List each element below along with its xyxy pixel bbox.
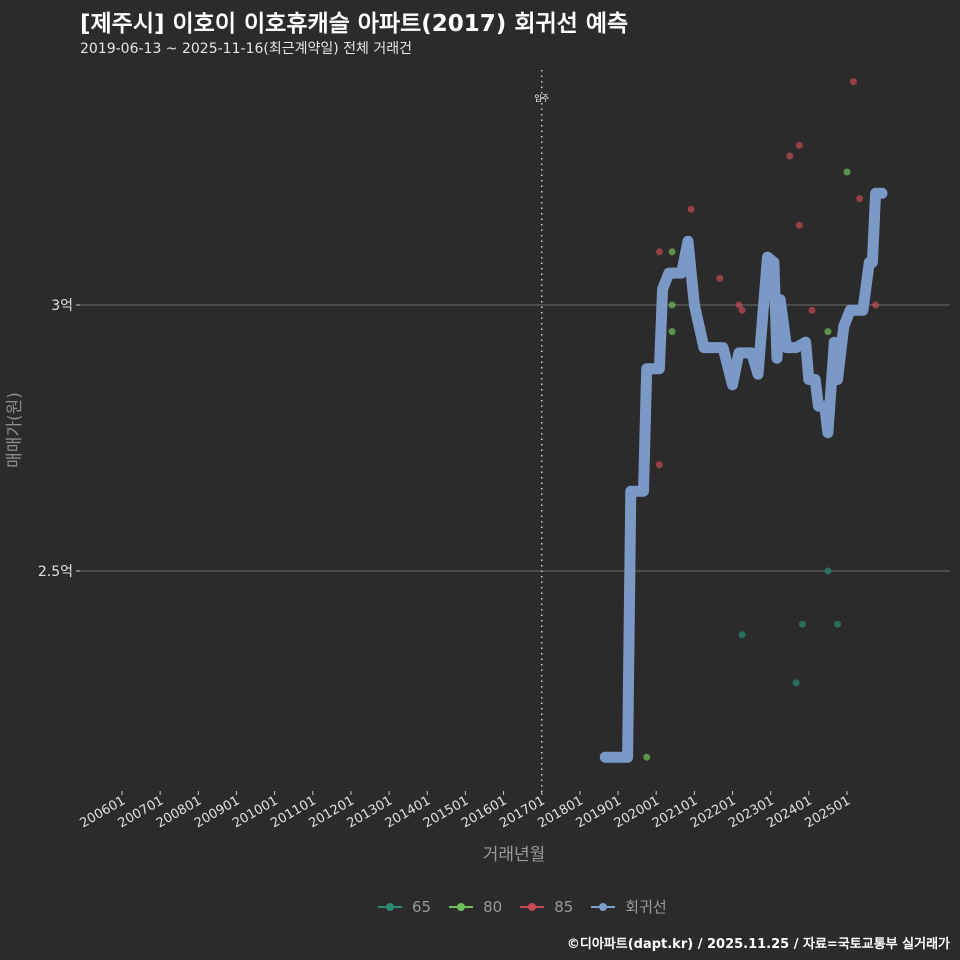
chart-subtitle: 2019-06-13 ~ 2025-11-16(최근계약일) 전체 거래건	[80, 41, 412, 57]
data-point-80	[643, 753, 651, 761]
legend-item-regression[interactable]: 회귀선	[591, 896, 667, 917]
data-point-80	[668, 248, 676, 256]
legend-item-80[interactable]: 80	[449, 898, 502, 916]
data-point-65	[824, 567, 832, 575]
data-point-65	[792, 679, 800, 687]
data-point-85	[849, 78, 857, 86]
gridlines	[80, 304, 950, 572]
y-axis-title: 매매가(원)	[5, 392, 25, 468]
data-point-85	[655, 461, 663, 469]
legend: 65 80 85 회귀선	[378, 896, 677, 917]
x-axis-title: 거래년월	[483, 845, 546, 865]
legend-key-85-icon	[520, 901, 545, 913]
data-point-65	[799, 620, 806, 628]
legend-key-80-icon	[449, 901, 474, 913]
data-point-85	[795, 141, 803, 149]
chart-title: [제주시] 이호이 이호휴캐슬 아파트(2017) 회귀선 예측	[80, 11, 629, 37]
data-point-85	[872, 301, 880, 309]
data-point-85	[856, 195, 864, 203]
move-in-annotation: 입주	[534, 70, 549, 795]
annotation-label: 입주	[534, 94, 549, 103]
data-point-85	[687, 205, 695, 213]
legend-item-85[interactable]: 85	[520, 898, 573, 916]
legend-label-85: 85	[554, 897, 574, 916]
legend-item-65[interactable]: 65	[378, 898, 431, 916]
data-point-80	[668, 328, 676, 336]
legend-label-65: 65	[412, 897, 432, 916]
data-point-85	[716, 274, 724, 282]
data-point-85	[738, 306, 746, 314]
data-point-65	[738, 631, 746, 639]
footer-credit: ©디아파트(dapt.kr) / 2025.11.25 / 자료=국토교통부 실…	[566, 937, 950, 952]
regression-line	[599, 187, 888, 763]
data-point-85	[786, 152, 794, 160]
legend-label-regression: 회귀선	[625, 898, 667, 916]
data-point-85	[795, 221, 803, 229]
data-point-80	[843, 168, 851, 176]
legend-key-65-icon	[378, 901, 402, 913]
data-point-85	[655, 248, 663, 256]
y-axis: 2.5억 3억	[38, 298, 80, 580]
x-axis: 2006012007012008012009012010012011012012…	[78, 791, 853, 831]
scatter-points	[643, 78, 880, 761]
data-point-65	[834, 620, 841, 628]
y-tick-label: 3억	[51, 298, 73, 314]
data-point-85	[735, 301, 743, 309]
data-point-80	[668, 301, 676, 309]
legend-label-80: 80	[483, 897, 503, 916]
data-point-85	[808, 306, 816, 314]
y-tick-label: 2.5억	[38, 564, 73, 580]
data-point-80	[824, 328, 832, 336]
legend-key-regression-icon	[591, 901, 616, 913]
